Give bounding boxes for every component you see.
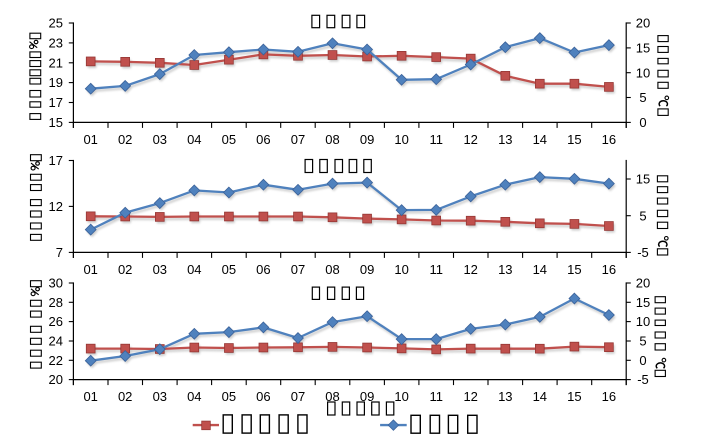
svg-text:15: 15: [567, 389, 581, 404]
svg-text:07: 07: [291, 389, 305, 404]
svg-text:05: 05: [222, 132, 236, 147]
svg-text:03: 03: [153, 262, 167, 277]
svg-text:03: 03: [153, 389, 167, 404]
svg-text:15: 15: [636, 172, 650, 187]
svg-text:22: 22: [49, 353, 63, 368]
svg-text:04: 04: [187, 132, 201, 147]
svg-text:10: 10: [636, 65, 650, 80]
svg-text:04: 04: [187, 389, 201, 404]
svg-text:12: 12: [463, 262, 477, 277]
svg-text:10: 10: [636, 314, 650, 329]
svg-text:20: 20: [636, 276, 650, 291]
svg-text:12: 12: [49, 199, 63, 214]
svg-text:14: 14: [533, 262, 547, 277]
svg-text:07: 07: [291, 262, 305, 277]
svg-text:05: 05: [222, 262, 236, 277]
svg-text:13: 13: [498, 132, 512, 147]
svg-text:5: 5: [639, 334, 646, 349]
svg-text:-5: -5: [637, 372, 649, 387]
svg-text:0: 0: [639, 353, 646, 368]
svg-text:17: 17: [49, 95, 63, 110]
svg-text:01: 01: [83, 389, 97, 404]
svg-text:04: 04: [187, 262, 201, 277]
svg-text:19: 19: [49, 75, 63, 90]
svg-text:30: 30: [49, 276, 63, 291]
svg-text:15: 15: [636, 41, 650, 56]
svg-text:14: 14: [533, 132, 547, 147]
svg-text:11: 11: [429, 132, 443, 147]
svg-text:15: 15: [49, 115, 63, 130]
svg-text:06: 06: [256, 262, 270, 277]
svg-text:13: 13: [498, 262, 512, 277]
svg-text:11: 11: [429, 389, 443, 404]
svg-text:0: 0: [639, 115, 646, 130]
svg-text:11: 11: [429, 262, 443, 277]
svg-text:15: 15: [567, 132, 581, 147]
svg-text:15: 15: [636, 295, 650, 310]
svg-text:08: 08: [325, 262, 339, 277]
svg-text:12: 12: [463, 132, 477, 147]
svg-text:08: 08: [325, 389, 339, 404]
svg-text:06: 06: [256, 389, 270, 404]
svg-text:5: 5: [639, 208, 646, 223]
svg-text:03: 03: [153, 132, 167, 147]
svg-text:02: 02: [118, 262, 132, 277]
svg-text:7: 7: [56, 245, 63, 260]
svg-text:05: 05: [222, 389, 236, 404]
svg-text:10: 10: [394, 262, 408, 277]
svg-text:28: 28: [49, 295, 63, 310]
svg-text:17: 17: [49, 153, 63, 168]
svg-text:14: 14: [533, 389, 547, 404]
svg-text:02: 02: [118, 389, 132, 404]
svg-text:01: 01: [83, 262, 97, 277]
svg-text:20: 20: [636, 16, 650, 31]
svg-text:10: 10: [394, 132, 408, 147]
svg-text:21: 21: [49, 55, 63, 70]
svg-text:13: 13: [498, 389, 512, 404]
svg-text:08: 08: [325, 132, 339, 147]
svg-text:12: 12: [463, 389, 477, 404]
svg-text:15: 15: [567, 262, 581, 277]
svg-text:16: 16: [602, 132, 616, 147]
svg-text:09: 09: [360, 389, 374, 404]
svg-text:5: 5: [639, 90, 646, 105]
svg-text:-5: -5: [637, 245, 649, 260]
svg-text:09: 09: [360, 262, 374, 277]
svg-text:09: 09: [360, 132, 374, 147]
svg-text:06: 06: [256, 132, 270, 147]
svg-text:01: 01: [83, 132, 97, 147]
svg-text:26: 26: [49, 314, 63, 329]
svg-text:10: 10: [394, 389, 408, 404]
svg-text:25: 25: [49, 16, 63, 31]
svg-text:07: 07: [291, 132, 305, 147]
svg-text:16: 16: [602, 389, 616, 404]
svg-text:02: 02: [118, 132, 132, 147]
svg-text:24: 24: [49, 334, 63, 349]
svg-text:23: 23: [49, 36, 63, 51]
svg-text:20: 20: [49, 372, 63, 387]
svg-text:16: 16: [602, 262, 616, 277]
